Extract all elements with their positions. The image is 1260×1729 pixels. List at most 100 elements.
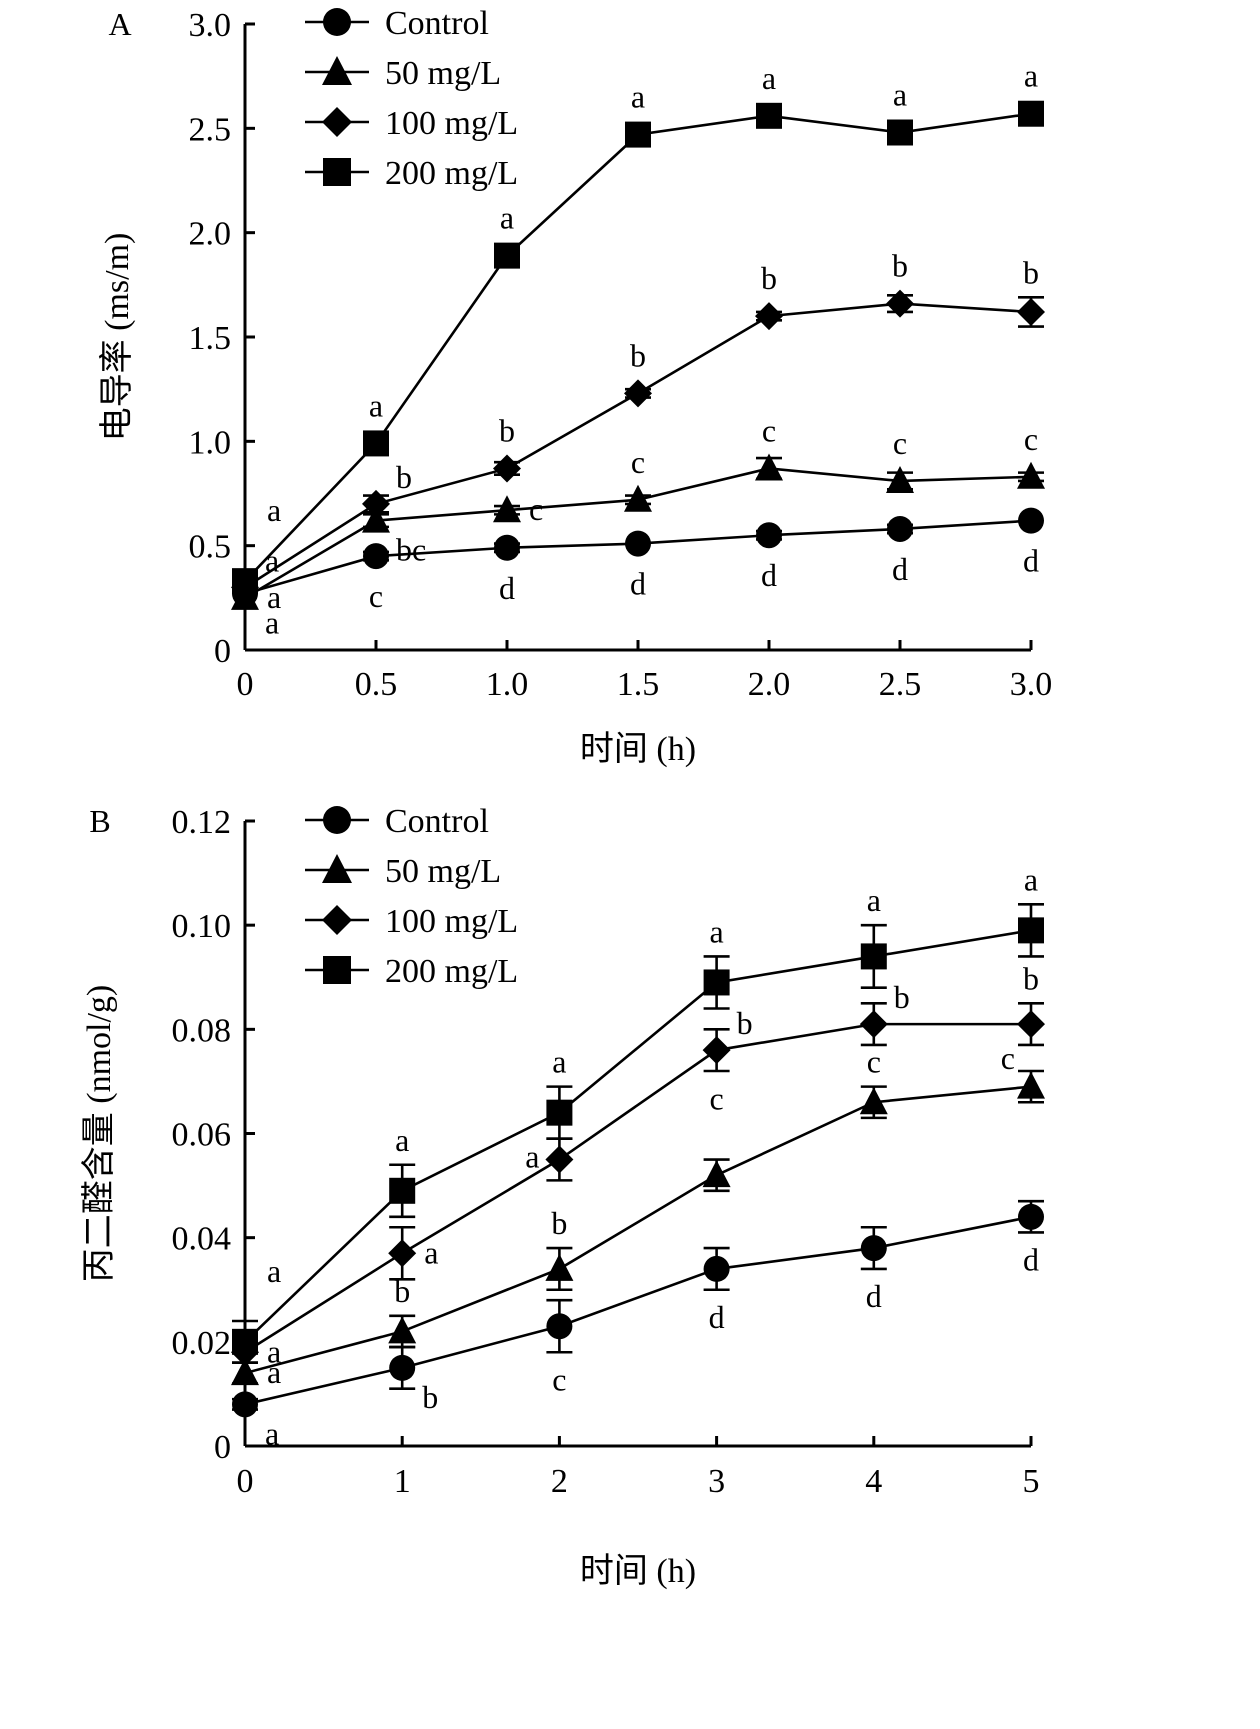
data-point-square [494,242,520,269]
data-point-diamond [1017,297,1045,326]
significance-label: a [709,913,723,949]
significance-label: a [762,60,776,96]
legend-square-icon [323,158,351,186]
significance-label: d [499,570,515,606]
significance-label: a [265,542,279,578]
panel-label: A [108,6,131,42]
significance-label: b [894,979,910,1015]
data-point-triangle [231,1358,259,1386]
data-point-square [363,430,389,457]
legend-item: 50 mg/L [305,55,501,92]
significance-label: a [267,1333,281,1369]
series-line [244,929,1032,1343]
legend-item: Control [305,5,489,42]
significance-label: b [737,1005,753,1041]
x-tick-label: 4 [865,1463,882,1500]
significance-label: a [552,1044,566,1080]
data-point-diamond [886,289,914,318]
significance-label: a [267,579,281,615]
y-tick-label: 3.0 [189,7,232,44]
significance-label: a [267,1354,281,1390]
significance-label: a [369,387,383,423]
significance-label: b [396,459,412,495]
data-point-triangle [755,453,783,481]
data-point-diamond [493,454,521,483]
legend-label: Control [385,803,489,840]
legend-diamond-icon [322,107,352,137]
legend-label: 200 mg/L [385,155,518,192]
data-point-square [232,1328,258,1355]
legend-label: 100 mg/L [385,903,518,940]
data-point-diamond [1017,1010,1045,1039]
data-point-circle [1018,507,1044,534]
data-point-diamond [388,1239,417,1268]
data-point-square [1018,917,1044,944]
data-point-triangle [545,1253,574,1281]
x-tick-label: 2.0 [748,666,791,703]
significance-label: a [525,1139,539,1175]
legend-item: 50 mg/L [305,853,501,890]
significance-label: c [369,578,383,614]
series-line [244,1215,1032,1406]
significance-label: d [1023,1241,1039,1277]
data-point-circle [232,1391,258,1418]
data-point-diamond [624,379,652,408]
series-200-mg-l: a a a a a a [232,861,1044,1364]
y-tick-label: 0.12 [172,804,232,841]
data-point-triangle [624,484,652,512]
significance-label: d [1023,543,1039,579]
x-tick-label: 2 [551,1463,568,1500]
legend-square-icon [323,956,351,984]
x-tick-label: 5 [1023,1463,1040,1500]
data-point-triangle [702,1160,731,1188]
legend-triangle-icon [322,56,352,85]
legend-diamond-icon [322,905,352,935]
significance-label: a [265,605,279,641]
data-point-square [625,121,651,148]
data-point-circle [625,530,651,557]
data-point-triangle [362,505,390,533]
legend-label: 50 mg/L [385,853,501,890]
significance-label: b [551,1205,567,1241]
data-point-circle [756,522,782,549]
legend-circle-icon [323,806,351,834]
significance-label: c [1024,421,1038,457]
legend-label: 50 mg/L [385,55,501,92]
significance-label: a [867,882,881,918]
significance-label: a [893,77,907,113]
significance-label: b [630,337,646,373]
data-point-diamond [362,489,390,518]
significance-label: bc [396,532,426,568]
legend-item: 100 mg/L [305,105,518,142]
legend-label: Control [385,5,489,42]
significance-label: a [395,1122,409,1158]
y-tick-label: 1.5 [189,320,232,357]
data-point-diamond [755,302,783,331]
significance-label: a [631,79,645,115]
significance-label: b [422,1379,438,1415]
y-tick-label: 0 [214,633,231,670]
significance-label: a [424,1234,438,1270]
significance-label: d [761,557,777,593]
x-axis-title: 时间 (h) [580,1553,696,1590]
y-tick-label: 0.06 [172,1117,232,1154]
significance-label: a [265,1415,279,1451]
data-point-diamond [545,1145,574,1174]
x-tick-label: 1 [394,1463,411,1500]
data-point-circle [546,1313,573,1340]
legend-item: 200 mg/L [305,155,518,192]
data-point-triangle [1017,1071,1045,1099]
significance-label: b [394,1273,410,1309]
significance-label: b [892,248,908,284]
data-point-diamond [702,1036,731,1065]
data-point-square [232,568,258,595]
y-axis-title: 电导率 (ms/m) [98,233,136,442]
significance-label: d [892,551,908,587]
y-tick-label: 2.0 [189,216,232,253]
legend-triangle-icon [322,854,352,883]
series-control: a c d d d d d [232,507,1044,641]
